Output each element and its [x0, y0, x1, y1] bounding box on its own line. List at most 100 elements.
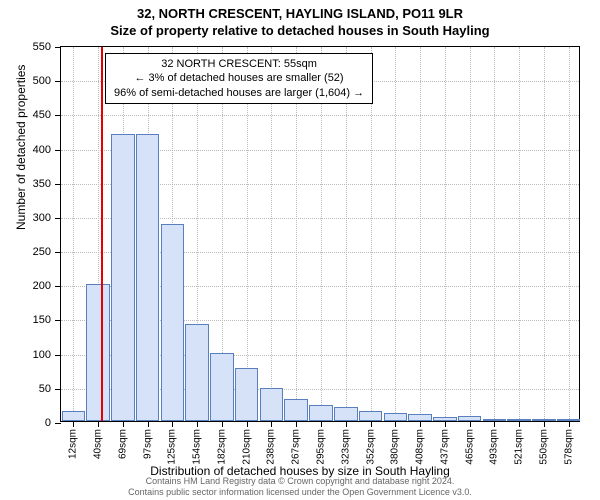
xtick [98, 421, 99, 427]
xtick-label: 352sqm [365, 429, 376, 465]
xtick-label: 210sqm [241, 429, 252, 465]
ytick [55, 150, 61, 151]
page-title: 32, NORTH CRESCENT, HAYLING ISLAND, PO11… [0, 0, 600, 21]
histogram-bar [161, 224, 185, 421]
xtick [73, 421, 74, 427]
ytick-label: 50 [39, 383, 51, 395]
xtick-label: 465sqm [464, 429, 475, 465]
histogram-bar [433, 417, 457, 421]
ytick [55, 355, 61, 356]
ytick-label: 350 [33, 178, 51, 190]
histogram-bar [334, 407, 358, 421]
xtick-label: 437sqm [439, 429, 450, 465]
xtick-label: 493sqm [489, 429, 500, 465]
histogram-bar [507, 419, 531, 421]
gridline-v [445, 47, 446, 421]
annotation-box: 32 NORTH CRESCENT: 55sqm← 3% of detached… [105, 53, 373, 104]
gridline-v [519, 47, 520, 421]
ytick-label: 0 [45, 417, 51, 429]
xtick-label: 380sqm [390, 429, 401, 465]
ytick [55, 320, 61, 321]
xtick [470, 421, 471, 427]
histogram-bar [210, 353, 234, 421]
gridline-v [569, 47, 570, 421]
annotation-line: 96% of semi-detached houses are larger (… [114, 86, 364, 100]
histogram-bar [86, 284, 110, 421]
ytick-label: 550 [33, 41, 51, 53]
gridline-h [61, 115, 579, 116]
ytick [55, 286, 61, 287]
gridline-v [544, 47, 545, 421]
xtick [222, 421, 223, 427]
ytick-label: 500 [33, 75, 51, 87]
histogram-bar [557, 419, 581, 421]
property-marker-line [101, 47, 103, 421]
xtick [494, 421, 495, 427]
xtick [247, 421, 248, 427]
xtick-label: 154sqm [192, 429, 203, 465]
histogram-bar [532, 419, 556, 421]
xtick-label: 267sqm [291, 429, 302, 465]
xtick-label: 12sqm [68, 429, 79, 459]
xtick-label: 125sqm [167, 429, 178, 465]
xtick [296, 421, 297, 427]
xtick [271, 421, 272, 427]
histogram-bar [111, 134, 135, 421]
xtick-label: 550sqm [538, 429, 549, 465]
histogram-bar [136, 134, 160, 421]
ytick [55, 389, 61, 390]
xtick [544, 421, 545, 427]
xtick-label: 238sqm [266, 429, 277, 465]
ytick [55, 47, 61, 48]
annotation-line: 32 NORTH CRESCENT: 55sqm [114, 57, 364, 71]
xtick [321, 421, 322, 427]
histogram-bar [235, 368, 259, 421]
ytick-label: 100 [33, 349, 51, 361]
chart-area: 05010015020025030035040045050055012sqm40… [60, 46, 580, 422]
footer-line-2: Contains public sector information licen… [0, 487, 600, 498]
histogram-bar [185, 324, 209, 421]
ytick [55, 423, 61, 424]
ytick-label: 400 [33, 144, 51, 156]
gridline-v [470, 47, 471, 421]
ytick [55, 81, 61, 82]
xtick-label: 578sqm [563, 429, 574, 465]
xtick-label: 323sqm [340, 429, 351, 465]
ytick [55, 252, 61, 253]
xtick-label: 521sqm [514, 429, 525, 465]
xtick [123, 421, 124, 427]
xtick [569, 421, 570, 427]
xtick-label: 40sqm [93, 429, 104, 459]
histogram-bar [359, 411, 383, 421]
ytick [55, 184, 61, 185]
footer-line-1: Contains HM Land Registry data © Crown c… [0, 476, 600, 487]
ytick-label: 450 [33, 109, 51, 121]
gridline-v [420, 47, 421, 421]
xtick [371, 421, 372, 427]
y-axis-label: Number of detached properties [14, 65, 28, 230]
xtick [346, 421, 347, 427]
xtick-label: 408sqm [415, 429, 426, 465]
xtick [395, 421, 396, 427]
histogram-bar [458, 416, 482, 421]
xtick [148, 421, 149, 427]
ytick [55, 115, 61, 116]
ytick-label: 250 [33, 246, 51, 258]
histogram-bar [62, 411, 86, 421]
ytick [55, 218, 61, 219]
footer-attribution: Contains HM Land Registry data © Crown c… [0, 476, 600, 498]
gridline-v [73, 47, 74, 421]
xtick-label: 182sqm [216, 429, 227, 465]
histogram-bar [309, 405, 333, 421]
xtick [519, 421, 520, 427]
page-subtitle: Size of property relative to detached ho… [0, 21, 600, 38]
ytick-label: 300 [33, 212, 51, 224]
xtick [172, 421, 173, 427]
gridline-v [494, 47, 495, 421]
gridline-v [395, 47, 396, 421]
histogram-bar [408, 414, 432, 421]
histogram-bar [260, 388, 284, 421]
histogram-bar [483, 419, 507, 421]
xtick-label: 295sqm [316, 429, 327, 465]
xtick [445, 421, 446, 427]
